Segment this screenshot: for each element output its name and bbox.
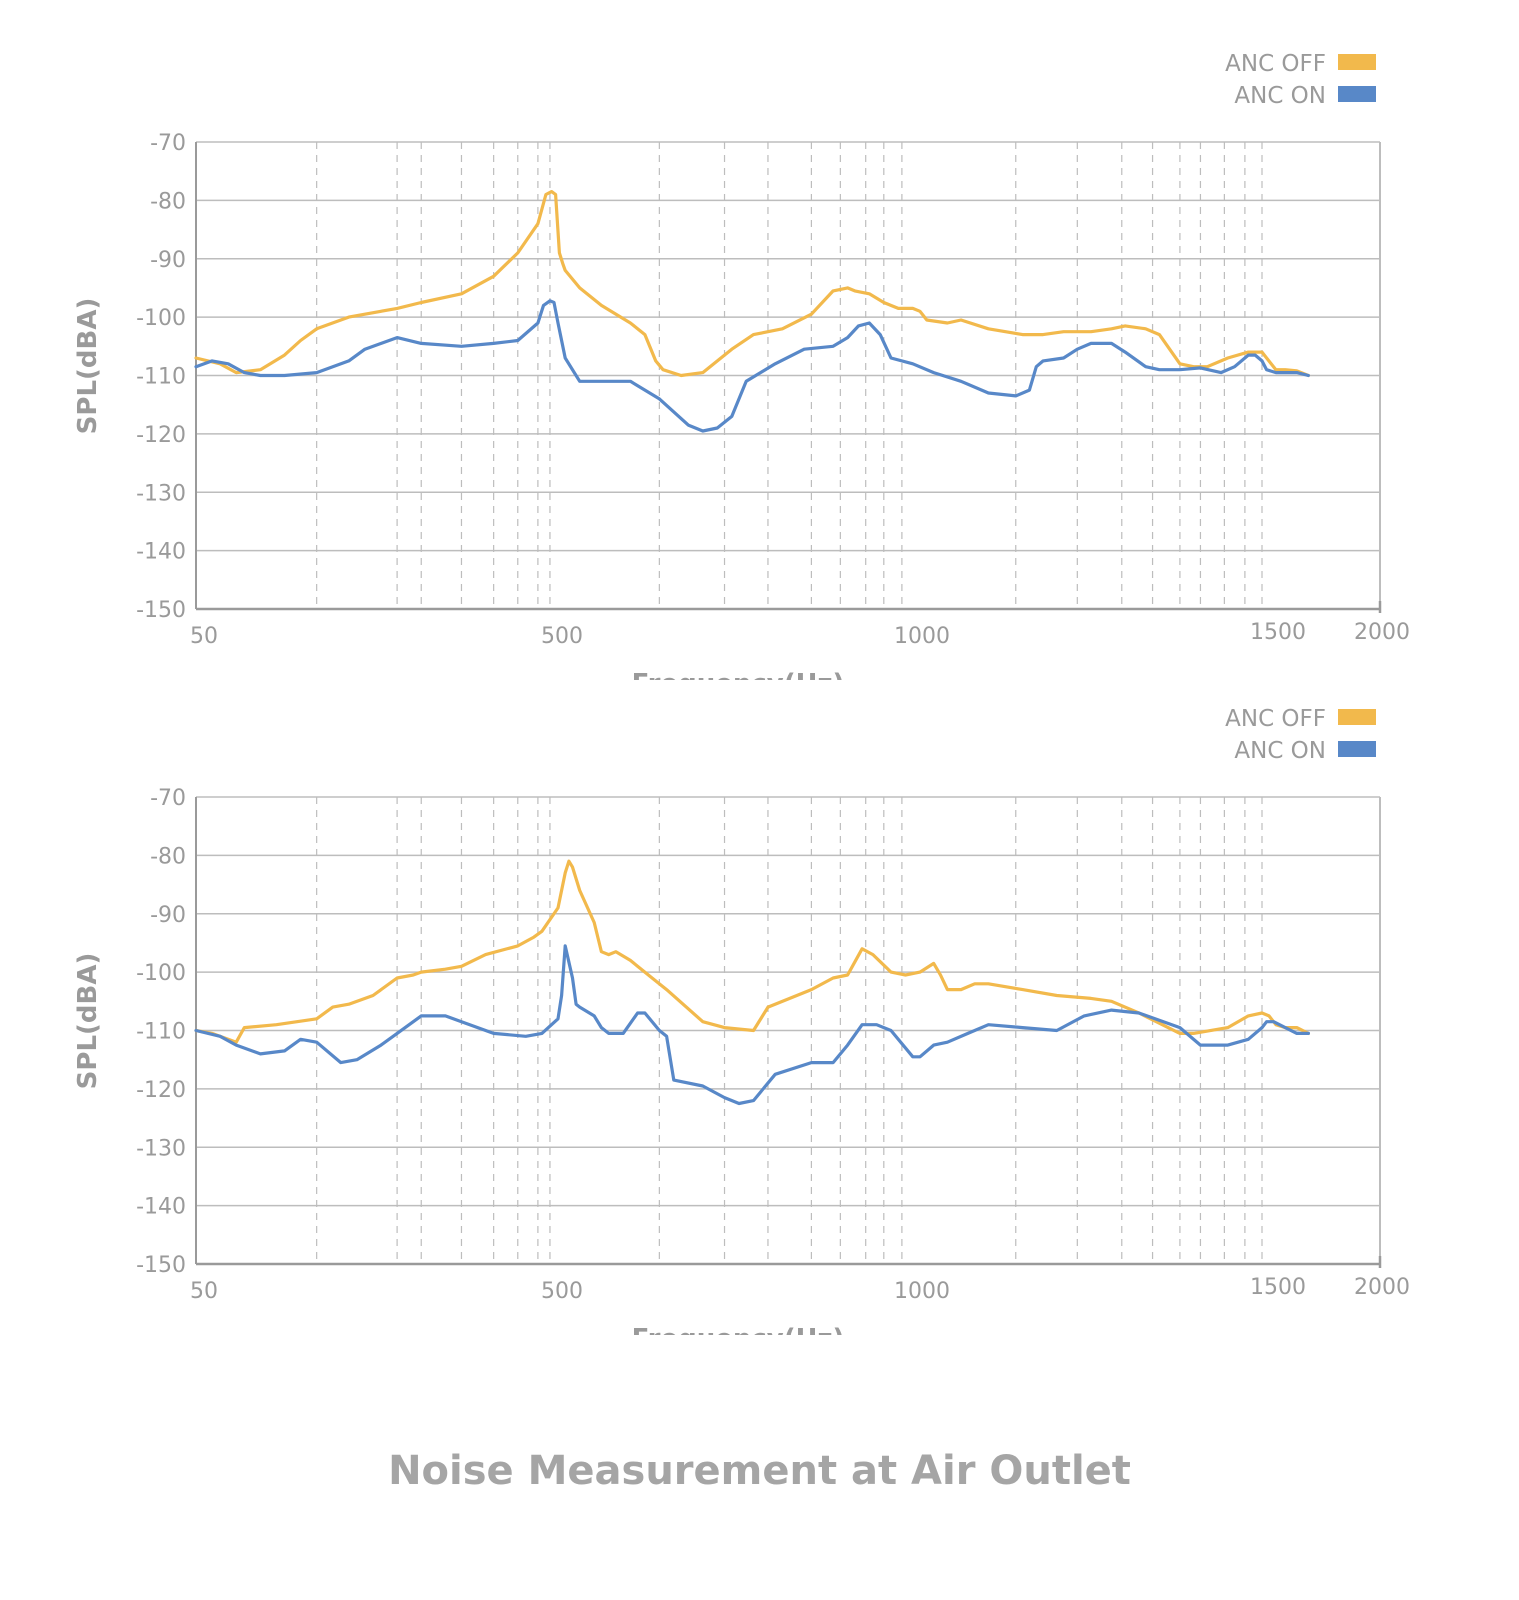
x-tick-label: 500 (541, 624, 583, 649)
y-tick-label: -150 (136, 1253, 186, 1278)
figure-title: Noise Measurement at Air Outlet (388, 1448, 1131, 1494)
x-tick-label: 1500 (1250, 1275, 1306, 1300)
x-tick-label: 1000 (894, 624, 950, 649)
x-tick-label: 50 (190, 1279, 218, 1304)
y-tick-label: -90 (150, 903, 186, 928)
y-tick-label: -120 (136, 423, 186, 448)
x-axis-label: Frequency(Hz) (632, 1324, 845, 1335)
y-tick-label: -110 (136, 365, 186, 390)
y-tick-label: -70 (150, 131, 186, 156)
legend-swatch-anc-off (1338, 709, 1376, 725)
y-tick-label: -150 (136, 598, 186, 623)
x-tick-label: 500 (541, 1279, 583, 1304)
series-line-anc-on (194, 944, 1311, 1106)
y-tick-label: -110 (136, 1020, 186, 1045)
y-tick-label: -100 (136, 306, 186, 331)
y-tick-label: -90 (150, 248, 186, 273)
legend-label: ANC ON (1234, 83, 1326, 109)
y-tick-label: -100 (136, 961, 186, 986)
series-line-anc-on (194, 299, 1311, 433)
x-axis-label: Frequency(Hz) (632, 669, 845, 680)
y-tick-label: -130 (136, 481, 186, 506)
y-axis-label: SPL(dBA) (73, 953, 103, 1090)
y-tick-label: -70 (150, 786, 186, 811)
legend-label: ANC OFF (1225, 706, 1326, 732)
x-tick-label: 1500 (1250, 620, 1306, 645)
y-tick-label: -80 (150, 189, 186, 214)
x-tick-label: 50 (190, 624, 218, 649)
y-tick-label: -140 (136, 540, 186, 565)
legend-swatch-anc-on (1338, 86, 1376, 102)
y-tick-label: -140 (136, 1195, 186, 1220)
legend-swatch-anc-on (1338, 741, 1376, 757)
y-tick-label: -80 (150, 844, 186, 869)
legend-swatch-anc-off (1338, 54, 1376, 70)
legend-label: ANC ON (1234, 738, 1326, 764)
y-tick-label: -120 (136, 1078, 186, 1103)
legend-label: ANC OFF (1225, 51, 1326, 77)
series-line-anc-off (194, 190, 1311, 378)
x-tick-label: 1000 (894, 1279, 950, 1304)
x-tick-label: 2000 (1354, 1275, 1410, 1300)
y-axis-label: SPL(dBA) (73, 298, 103, 435)
y-tick-label: -130 (136, 1136, 186, 1161)
x-tick-label: 2000 (1354, 620, 1410, 645)
series-line-anc-off (194, 859, 1311, 1044)
